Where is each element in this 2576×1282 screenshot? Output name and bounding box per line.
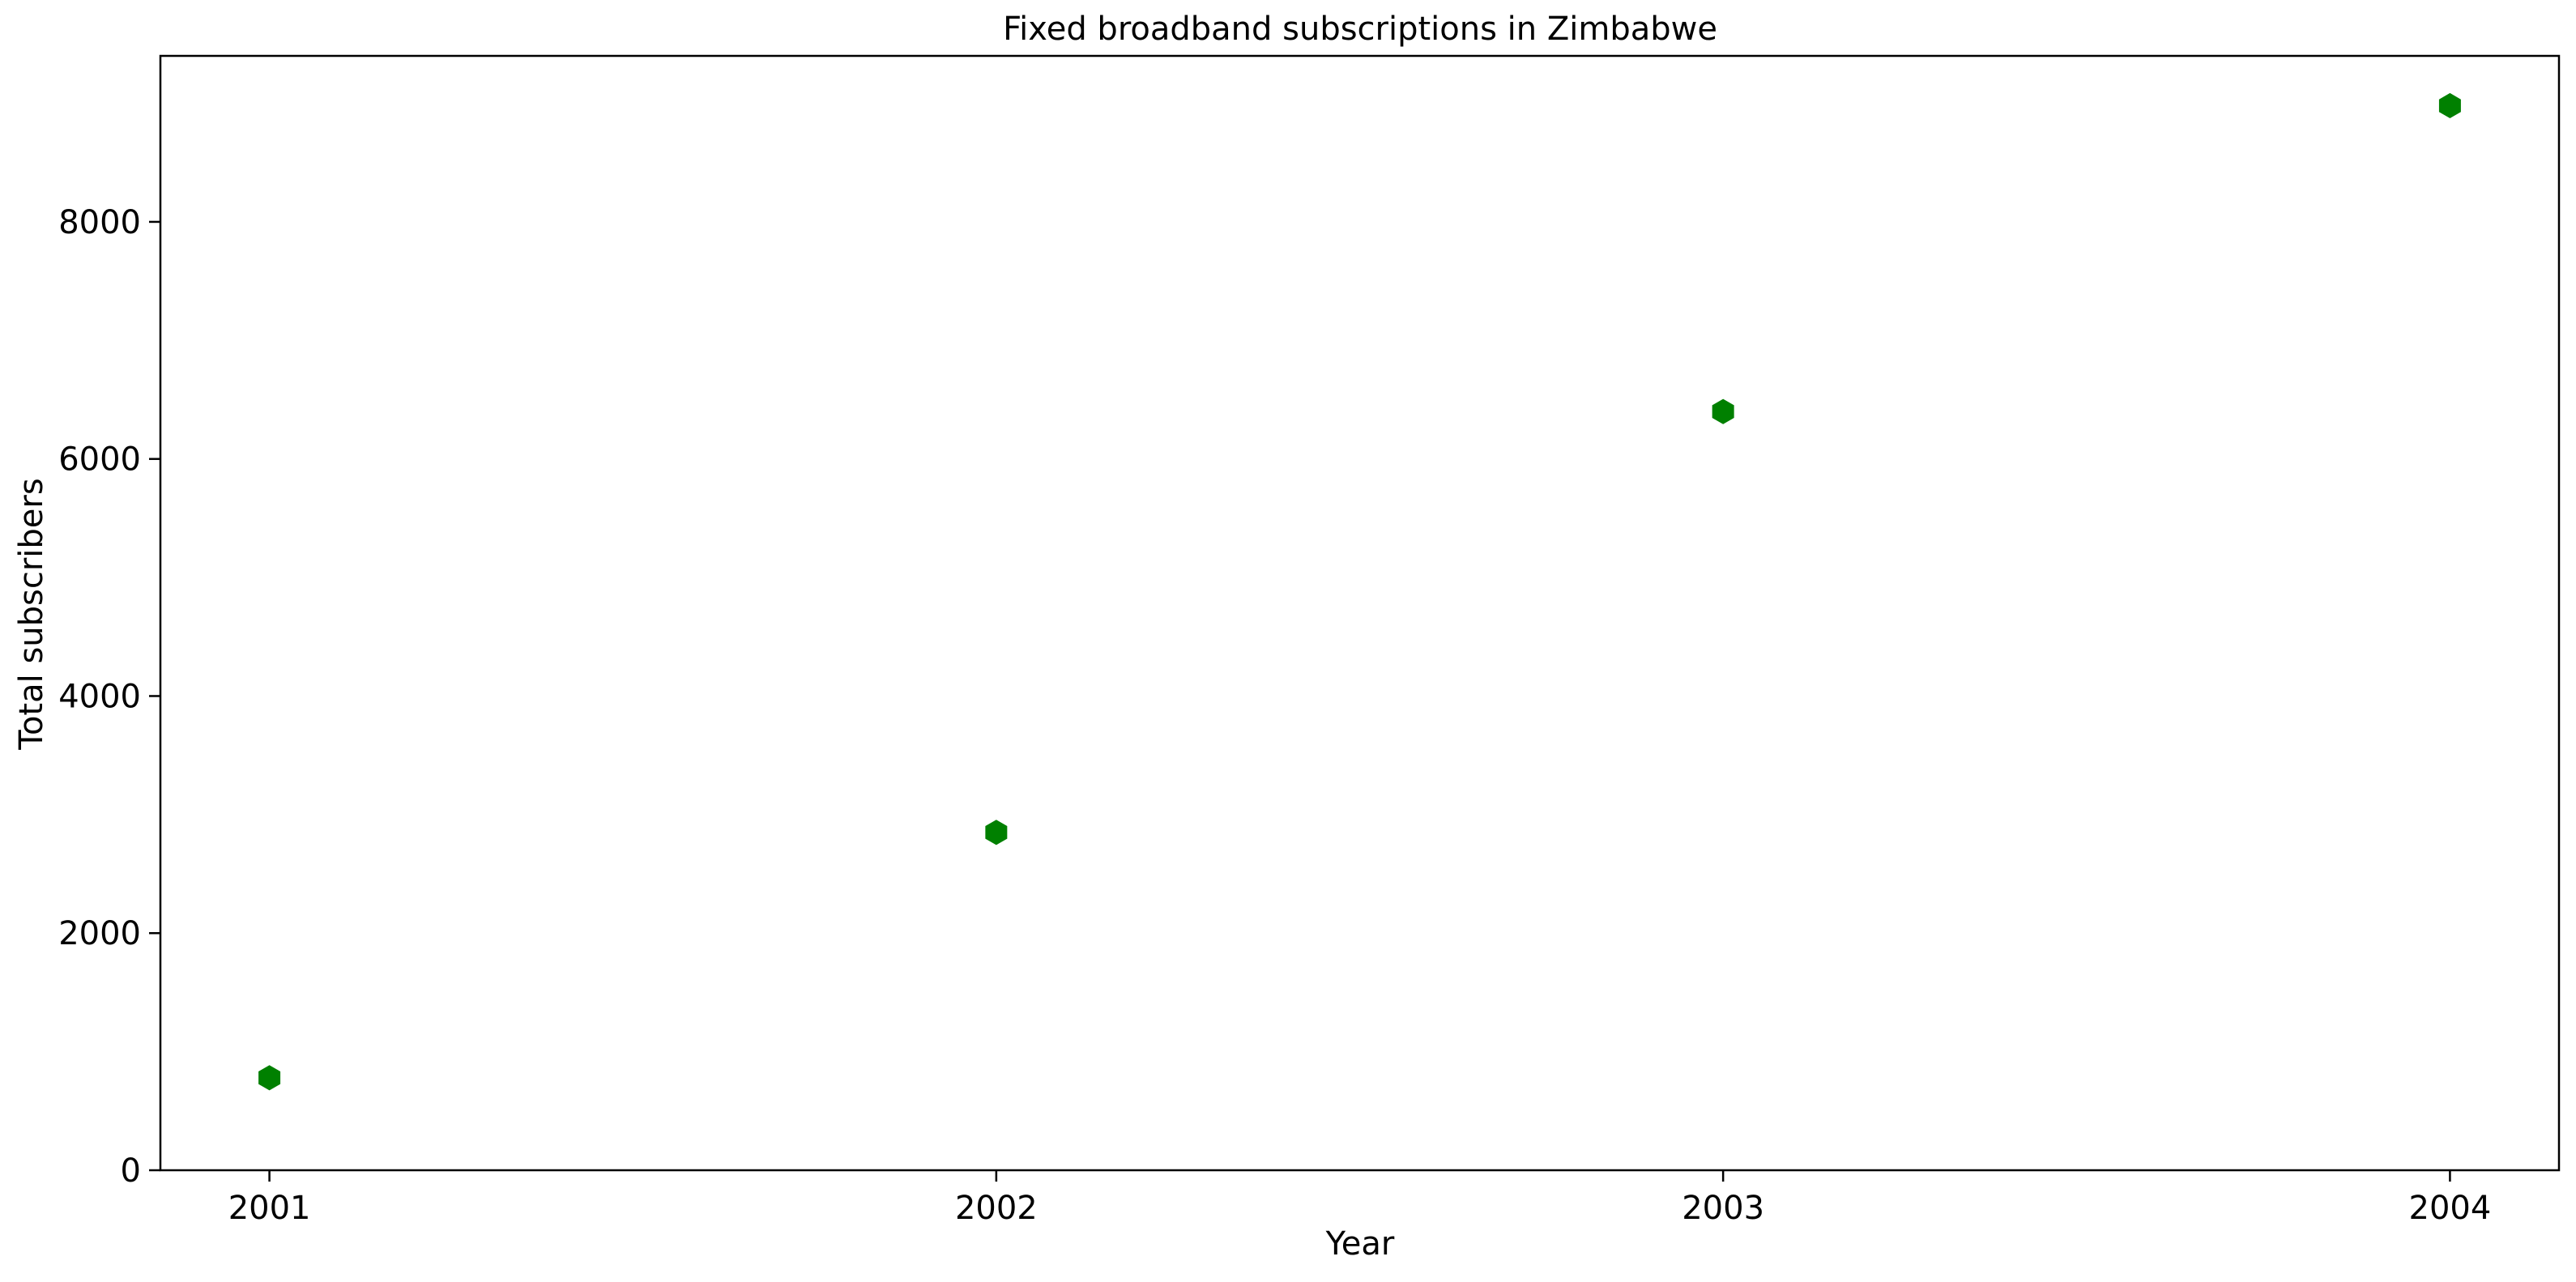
data-point (2438, 92, 2461, 119)
data-point (258, 1065, 281, 1091)
x-tick-label: 2003 (1682, 1190, 1764, 1227)
y-tick-label: 6000 (58, 441, 141, 479)
x-tick-label: 2004 (2409, 1190, 2492, 1227)
plot-frame (159, 54, 2561, 1172)
y-tick-label: 8000 (58, 204, 141, 241)
axes-layer: 2001 2002 2003 2004 0 2000 4000 6000 8000 (58, 54, 2561, 1227)
x-axis-label: Year (1325, 1225, 1395, 1263)
chart-title: Fixed broadband subscriptions in Zimbabw… (1003, 11, 1717, 48)
data-point (1712, 398, 1734, 424)
y-tick-label: 0 (121, 1152, 141, 1190)
x-tick-label: 2001 (228, 1190, 311, 1227)
marks-layer (258, 92, 2461, 1091)
x-tick-label: 2002 (955, 1190, 1038, 1227)
y-axis-label: Total subscribers (13, 478, 50, 750)
data-point (985, 820, 1008, 845)
y-tick-label: 4000 (58, 678, 141, 715)
y-tick-label: 2000 (58, 915, 141, 952)
